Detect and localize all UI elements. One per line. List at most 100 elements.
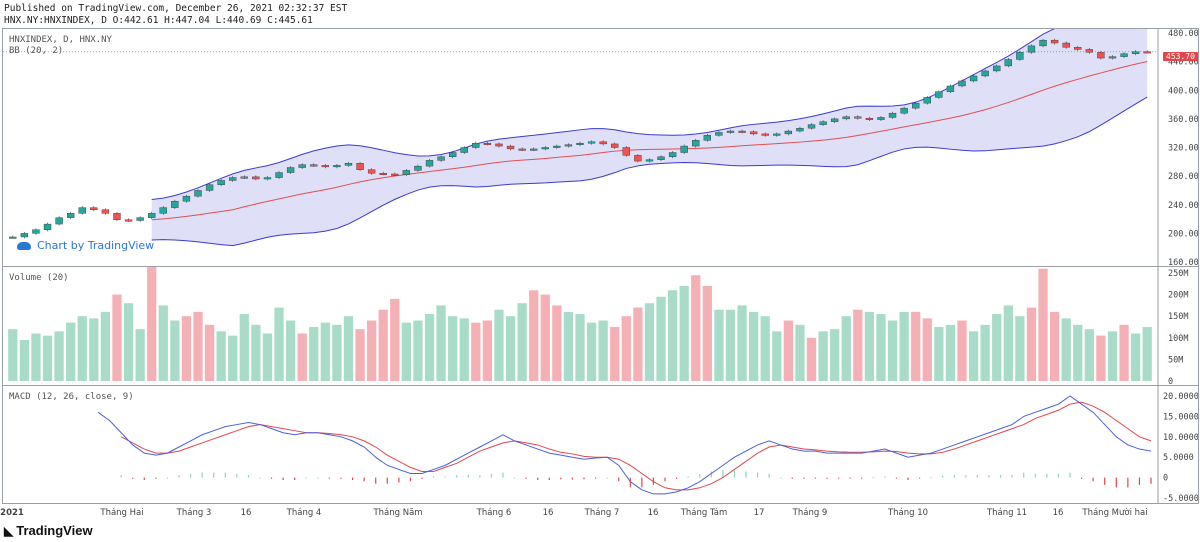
candle-body bbox=[923, 97, 931, 104]
candle-body bbox=[66, 213, 75, 218]
candle-body bbox=[194, 190, 202, 197]
volume-bar bbox=[77, 316, 87, 381]
macd-histogram-bar bbox=[930, 477, 932, 479]
candle-body bbox=[402, 170, 411, 175]
volume-bar bbox=[8, 329, 18, 381]
candle-body bbox=[55, 217, 63, 225]
volume-bar bbox=[621, 316, 631, 381]
macd-histogram-bar bbox=[664, 477, 666, 482]
macd-histogram-bar bbox=[1046, 473, 1048, 478]
candle-body bbox=[1108, 56, 1117, 59]
bb-indicator-label: BB (20, 2) bbox=[9, 46, 64, 56]
macd-histogram-bar bbox=[976, 475, 979, 478]
macd-histogram-bar bbox=[895, 477, 898, 479]
macd-histogram-bar bbox=[513, 477, 516, 479]
macd-histogram-bar bbox=[1092, 477, 1094, 482]
time-tick-label: Tháng 6 bbox=[476, 508, 512, 518]
symbol-label: HNXINDEX, D, HNX.NY bbox=[9, 35, 112, 45]
volume-bar bbox=[390, 298, 400, 381]
volume-bar bbox=[1073, 324, 1083, 381]
volume-tick-label: 0 bbox=[1168, 377, 1173, 385]
macd-histogram-bar bbox=[1104, 477, 1106, 485]
macd-tick-label: 20.0000 bbox=[1163, 392, 1198, 402]
candle-body bbox=[541, 147, 549, 150]
candle-body bbox=[807, 124, 816, 129]
macd-histogram-bar bbox=[305, 477, 307, 479]
candle-body bbox=[32, 229, 40, 234]
volume-bar bbox=[332, 324, 342, 381]
candle-body bbox=[761, 133, 769, 136]
tradingview-logo[interactable]: ◣ TradingView bbox=[4, 523, 93, 538]
macd-histogram-bar bbox=[525, 477, 527, 479]
macd-histogram-bar bbox=[421, 477, 423, 479]
watermark-text: Chart by TradingView bbox=[37, 239, 155, 252]
macd-histogram-bar bbox=[641, 477, 643, 488]
macd-histogram-bar bbox=[120, 475, 122, 478]
macd-histogram-bar bbox=[1115, 477, 1117, 488]
macd-tick-label: 5.0000 bbox=[1163, 453, 1194, 463]
volume-bar bbox=[992, 314, 1002, 381]
time-tick-label: Tháng 9 bbox=[792, 508, 828, 518]
macd-histogram-bar bbox=[178, 475, 180, 478]
volume-bar bbox=[320, 322, 330, 381]
candle-body bbox=[819, 121, 827, 125]
volume-bar bbox=[714, 309, 724, 381]
candle-body bbox=[912, 102, 920, 109]
volume-bar bbox=[494, 309, 504, 381]
macd-histogram-bar bbox=[907, 477, 909, 481]
macd-histogram-bar bbox=[768, 473, 770, 478]
macd-histogram-bar bbox=[143, 477, 145, 481]
volume-bar bbox=[876, 314, 886, 381]
volume-tick-label: 50M bbox=[1168, 355, 1183, 365]
candle-body bbox=[645, 159, 654, 162]
macd-histogram-bar bbox=[132, 477, 134, 479]
candle-body bbox=[148, 213, 156, 218]
volume-panel[interactable]: 0 50M 100M 150M 200M 250M Volume (20) bbox=[2, 266, 1199, 386]
bollinger-band-fill bbox=[151, 29, 1148, 246]
volume-bar bbox=[517, 303, 527, 381]
macd-histogram-bar bbox=[1057, 473, 1060, 478]
time-tick-label: Tháng 7 bbox=[584, 508, 620, 518]
candle-body bbox=[611, 143, 619, 148]
volume-bar bbox=[725, 309, 736, 381]
volume-bar bbox=[413, 320, 423, 381]
candle-body bbox=[564, 144, 573, 147]
candle-body bbox=[437, 156, 445, 161]
macd-histogram-bar bbox=[375, 477, 377, 484]
macd-histogram-bar bbox=[849, 477, 851, 479]
macd-histogram-bar bbox=[340, 477, 342, 479]
price-tick-label: 240.00 bbox=[1168, 201, 1198, 211]
candle-body bbox=[877, 117, 885, 120]
volume-bar bbox=[691, 275, 701, 381]
candle-body bbox=[1143, 51, 1151, 54]
volume-bar bbox=[911, 311, 921, 381]
volume-chart: 0 50M 100M 150M 200M 250M bbox=[8, 267, 1188, 385]
macd-histogram-bar bbox=[398, 477, 400, 483]
candle-body bbox=[78, 207, 86, 214]
macd-histogram-bar bbox=[328, 477, 331, 479]
volume-bar bbox=[957, 320, 967, 381]
volume-bar bbox=[945, 324, 956, 381]
candle-body bbox=[182, 195, 191, 202]
candle-body bbox=[1050, 39, 1059, 44]
price-tick-label: 360.00 bbox=[1168, 115, 1198, 125]
macd-histogram-bar bbox=[1023, 472, 1025, 478]
price-panel[interactable]: 160.00 200.00 240.00 280.00 320.00 360.00 400.… bbox=[2, 28, 1199, 267]
macd-histogram-bar bbox=[224, 472, 226, 478]
macd-histogram-bar bbox=[606, 477, 608, 479]
tradingview-watermark[interactable]: Chart by TradingView bbox=[17, 239, 154, 252]
volume-bar bbox=[66, 322, 76, 381]
macd-panel[interactable]: -5.0000 0 5.0000 10.0000 15.0000 20.0000 MACD… bbox=[2, 385, 1199, 504]
candle-body bbox=[113, 213, 121, 220]
volume-bar bbox=[251, 324, 261, 381]
volume-bar bbox=[934, 327, 944, 381]
candle-body bbox=[1097, 52, 1105, 59]
volume-bar bbox=[1096, 335, 1106, 381]
candle-body bbox=[310, 164, 318, 167]
candle-body bbox=[576, 143, 584, 145]
volume-bar bbox=[830, 329, 840, 381]
candle-body bbox=[668, 152, 677, 158]
macd-tick-label: -5.0000 bbox=[1163, 494, 1198, 503]
macd-histogram-bar bbox=[270, 477, 273, 479]
volume-tick-label: 250M bbox=[1168, 269, 1188, 279]
